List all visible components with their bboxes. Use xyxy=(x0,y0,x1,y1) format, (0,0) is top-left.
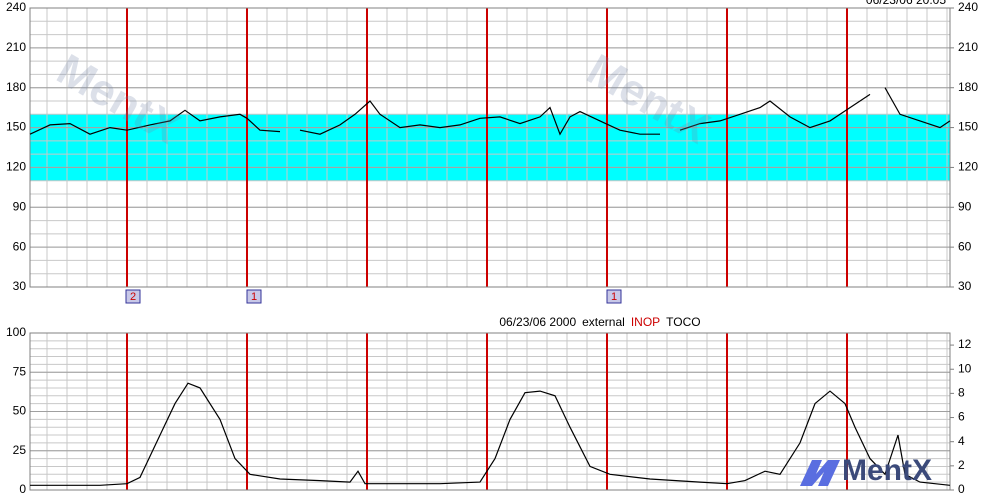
event-marker xyxy=(125,289,141,304)
y2-tick-label: 10 xyxy=(958,361,972,375)
plot-frame xyxy=(29,332,951,491)
y2-tick-label: 8 xyxy=(958,386,965,400)
y2-tick-label: 30 xyxy=(958,279,972,293)
y2-tick-label: 210 xyxy=(958,40,978,54)
event-marker xyxy=(606,289,622,304)
y2-tick-label: 240 xyxy=(958,0,978,14)
logo-text: MentX xyxy=(842,454,932,487)
y2-tick-label: 4 xyxy=(958,434,965,448)
y-tick-label: 90 xyxy=(13,199,27,213)
normal-band xyxy=(30,114,950,181)
y2-tick-label: 150 xyxy=(958,120,978,134)
status-item: 06/23/06 2000 xyxy=(499,315,576,329)
event-marker-label: 1 xyxy=(251,291,257,303)
y2-tick-label: 180 xyxy=(958,80,978,94)
y-tick-label: 25 xyxy=(13,443,27,457)
y-tick-label: 0 xyxy=(19,482,26,496)
status-item: INOP xyxy=(631,315,660,329)
logo-icon xyxy=(800,460,840,486)
y-tick-label: 210 xyxy=(6,40,26,54)
y-tick-label: 120 xyxy=(6,160,26,174)
plot-frame xyxy=(29,7,951,288)
timestamp: 06/23/06 20:05 xyxy=(866,0,946,7)
y2-tick-label: 12 xyxy=(958,337,972,351)
y2-tick-label: 2 xyxy=(958,458,965,472)
y2-tick-label: 60 xyxy=(958,239,972,253)
y-tick-label: 240 xyxy=(6,0,26,14)
y2-tick-label: 90 xyxy=(958,199,972,213)
event-marker-label: 1 xyxy=(611,291,617,303)
y-tick-label: 75 xyxy=(13,364,27,378)
y-tick-label: 30 xyxy=(13,279,27,293)
y2-tick-label: 120 xyxy=(958,160,978,174)
y-tick-label: 180 xyxy=(6,80,26,94)
y-tick-label: 50 xyxy=(13,404,27,418)
trace-line xyxy=(30,382,951,486)
event-marker-label: 2 xyxy=(130,291,136,303)
status-line: 06/23/06 2000 external INOP TOCO xyxy=(499,315,700,329)
status-item: external xyxy=(582,315,625,329)
y2-tick-label: 6 xyxy=(958,410,965,424)
y-tick-label: 60 xyxy=(13,239,27,253)
y-tick-label: 150 xyxy=(6,120,26,134)
trace-line xyxy=(29,87,951,136)
y2-tick-label: 0 xyxy=(958,482,965,496)
status-item: TOCO xyxy=(666,315,700,329)
y-tick-label: 100 xyxy=(6,325,26,339)
event-marker xyxy=(246,289,262,304)
